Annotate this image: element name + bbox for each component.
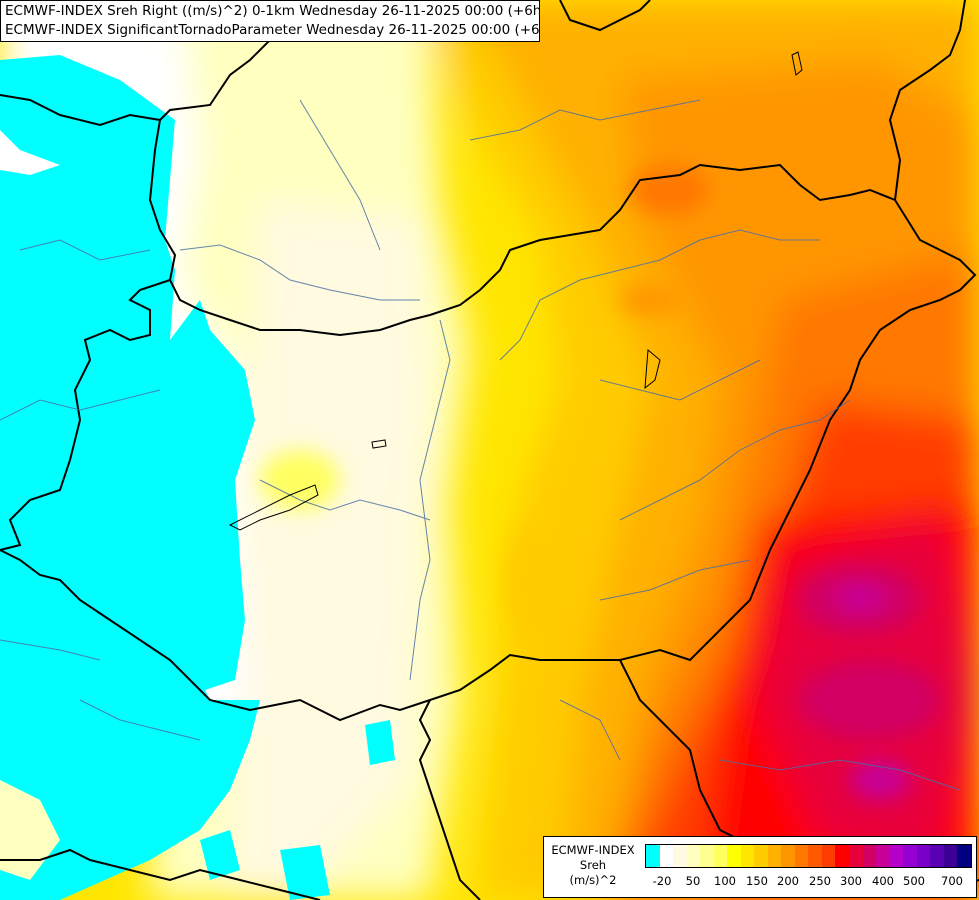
map-title: ECMWF-INDEX Sreh Right ((m/s)^2) 0-1km W… (0, 0, 540, 42)
legend-swatch (713, 845, 728, 867)
legend-swatch (808, 845, 822, 867)
legend-tick-label: 500 (903, 874, 925, 888)
legend-swatch (673, 845, 687, 867)
legend-swatch (646, 845, 660, 867)
legend-title-param: Sreh (579, 858, 607, 872)
legend-tick-label: -20 (652, 874, 672, 888)
title-line-sreh: ECMWF-INDEX Sreh Right ((m/s)^2) 0-1km W… (5, 3, 540, 19)
legend-tick-label: 50 (685, 874, 701, 888)
legend-swatch (835, 845, 849, 867)
legend-tick-label: 700 (941, 874, 963, 888)
legend-swatch (903, 845, 917, 867)
legend-swatch (659, 845, 674, 867)
legend-tick-labels: -20 50 100 150 200 250 300 400 500 700 (645, 874, 970, 890)
lakes (228, 51, 803, 531)
legend-swatch (821, 845, 836, 867)
legend-tick-label: 400 (872, 874, 894, 888)
legend-color-scale (645, 844, 972, 868)
legend-swatch (727, 845, 741, 867)
legend-title-unit: (m/s)^2 (569, 873, 617, 887)
legend-swatch (767, 845, 782, 867)
legend-swatch (957, 845, 971, 867)
legend-swatch (794, 845, 809, 867)
legend-swatch (740, 845, 755, 867)
legend-swatch (876, 845, 890, 867)
legend-swatch (889, 845, 904, 867)
legend-swatch (686, 845, 701, 867)
legend-tick-label: 100 (714, 874, 736, 888)
legend-swatch (848, 845, 863, 867)
legend-swatch (754, 845, 768, 867)
legend-tick-label: 200 (777, 874, 799, 888)
rivers (0, 99, 961, 791)
legend-tick-label: 300 (840, 874, 862, 888)
legend-swatch (916, 845, 931, 867)
legend-swatch (930, 845, 944, 867)
legend-tick-label: 250 (809, 874, 831, 888)
legend-title-model: ECMWF-INDEX (551, 843, 635, 857)
legend-swatch (781, 845, 795, 867)
color-legend: ECMWF-INDEX Sreh (m/s)^2 -20 50 100 150 200 2… (543, 836, 977, 898)
legend-swatch (943, 845, 958, 867)
legend-swatch (700, 845, 714, 867)
title-line-stp: ECMWF-INDEX SignificantTornadoParameter … (5, 22, 540, 38)
legend-tick-label: 150 (746, 874, 768, 888)
legend-swatch (862, 845, 877, 867)
legend-title: ECMWF-INDEX Sreh (m/s)^2 (546, 843, 640, 888)
